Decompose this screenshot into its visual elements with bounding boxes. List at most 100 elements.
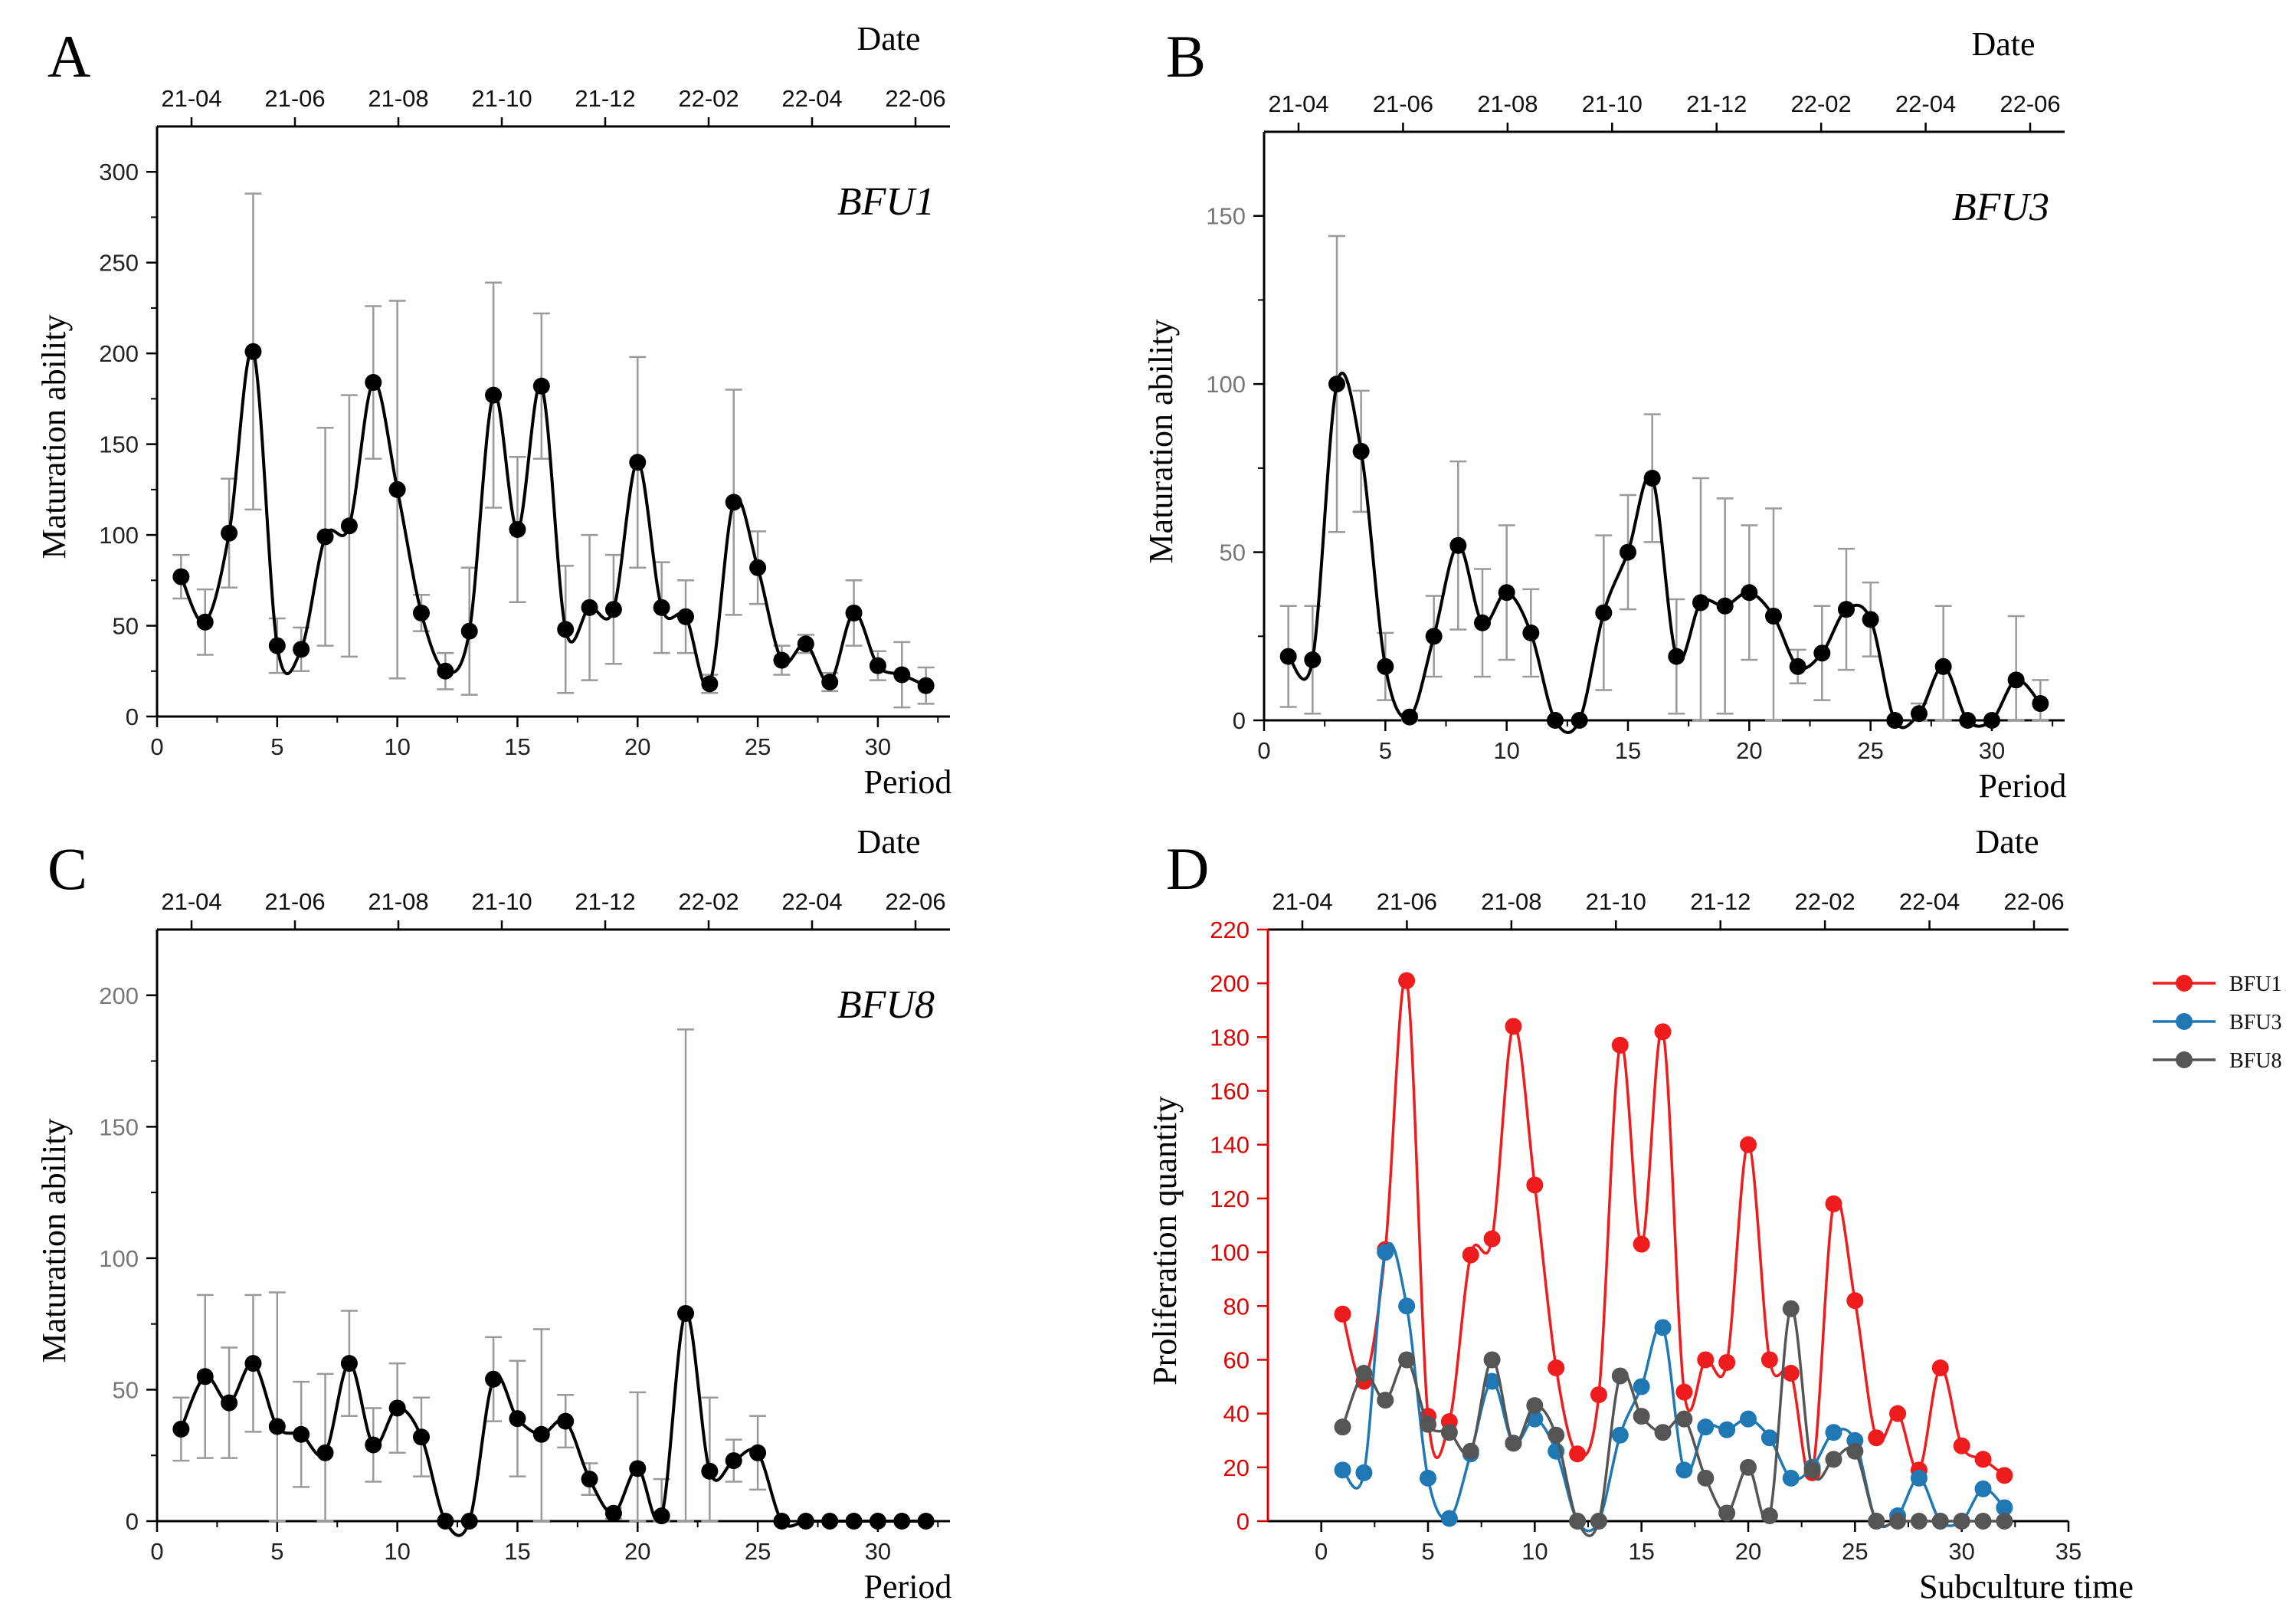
y-tick-label: 200 bbox=[99, 340, 139, 367]
data-point bbox=[413, 604, 430, 621]
series-line bbox=[179, 1311, 926, 1537]
y-tick-label: 200 bbox=[1210, 970, 1250, 997]
data-point bbox=[340, 1355, 358, 1372]
data-point bbox=[1611, 1426, 1629, 1444]
data-point bbox=[749, 559, 767, 576]
data-point bbox=[1401, 708, 1418, 726]
data-point bbox=[1611, 1036, 1629, 1054]
legend-label: BFU3 bbox=[2229, 1011, 2281, 1035]
data-point bbox=[221, 524, 238, 542]
legend-marker bbox=[2176, 975, 2193, 992]
data-point bbox=[1611, 1367, 1629, 1385]
data-point bbox=[1377, 1392, 1394, 1409]
y-tick-label: 120 bbox=[1210, 1185, 1250, 1212]
x-tick-label: 10 bbox=[384, 733, 410, 760]
top-axis-title: Date bbox=[856, 823, 920, 861]
data-point bbox=[1825, 1195, 1842, 1212]
data-point bbox=[1862, 611, 1879, 628]
y-tick-label: 50 bbox=[1220, 539, 1246, 566]
top-tick-label: 21-06 bbox=[264, 85, 325, 112]
data-point bbox=[1889, 1513, 1907, 1530]
data-point bbox=[1483, 1230, 1501, 1248]
data-point bbox=[1813, 644, 1831, 662]
data-point bbox=[1846, 1442, 1864, 1460]
data-point bbox=[1643, 470, 1661, 487]
data-point bbox=[869, 657, 886, 674]
top-tick-label: 21-12 bbox=[1686, 90, 1747, 117]
data-point bbox=[1595, 604, 1613, 621]
data-point bbox=[773, 1513, 791, 1530]
data-point bbox=[1498, 584, 1515, 602]
data-point bbox=[893, 666, 911, 684]
data-point bbox=[845, 1513, 863, 1530]
data-point bbox=[388, 1399, 406, 1417]
data-point bbox=[2032, 695, 2049, 713]
y-tick-label: 160 bbox=[1210, 1078, 1250, 1105]
data-point bbox=[532, 1425, 550, 1443]
data-point bbox=[1996, 1513, 2013, 1530]
top-tick-label: 22-06 bbox=[885, 85, 945, 112]
data-point bbox=[1440, 1510, 1458, 1527]
data-point bbox=[1974, 1451, 1992, 1468]
data-point bbox=[917, 677, 935, 694]
data-point bbox=[1996, 1499, 2013, 1517]
data-point bbox=[172, 568, 190, 585]
x-axis-label: Period bbox=[864, 1568, 952, 1605]
x-tick-label: 15 bbox=[504, 1538, 530, 1565]
y-tick-label: 0 bbox=[126, 1508, 139, 1535]
data-point bbox=[1718, 1421, 1736, 1438]
data-point bbox=[629, 454, 647, 471]
data-point bbox=[1279, 648, 1297, 665]
y-tick-label: 20 bbox=[1223, 1454, 1250, 1481]
y-tick-label: 0 bbox=[1233, 707, 1246, 734]
top-tick-label: 21-12 bbox=[1690, 888, 1751, 915]
data-point bbox=[1889, 1405, 1907, 1422]
data-point bbox=[1654, 1424, 1672, 1441]
data-point bbox=[557, 621, 575, 638]
y-tick-label: 150 bbox=[1206, 203, 1246, 230]
data-point bbox=[629, 1460, 647, 1477]
data-point bbox=[1654, 1319, 1672, 1336]
y-axis-label: Maturation ability bbox=[35, 315, 73, 559]
data-point bbox=[437, 662, 454, 680]
data-point bbox=[701, 1462, 719, 1480]
data-point bbox=[1449, 536, 1467, 554]
data-point bbox=[557, 1412, 575, 1430]
series-line bbox=[1287, 371, 2042, 734]
data-point bbox=[365, 374, 382, 392]
data-point bbox=[1334, 1418, 1351, 1436]
top-tick-label: 21-06 bbox=[1373, 90, 1433, 117]
data-point bbox=[1931, 1513, 1949, 1530]
data-point bbox=[1716, 597, 1734, 615]
x-tick-label: 0 bbox=[1257, 737, 1270, 764]
top-tick-label: 21-04 bbox=[1272, 888, 1332, 915]
x-tick-label: 30 bbox=[1948, 1538, 1974, 1565]
y-tick-label: 220 bbox=[1210, 917, 1250, 943]
data-point bbox=[581, 1471, 598, 1488]
x-tick-label: 30 bbox=[1979, 737, 2005, 764]
data-point bbox=[1953, 1437, 1970, 1454]
top-tick-label: 22-06 bbox=[2000, 90, 2060, 117]
x-tick-label: 25 bbox=[1857, 737, 1883, 764]
series-bfu3 bbox=[1334, 1241, 2013, 1533]
y-axis-label: Proliferation quantity bbox=[1146, 1096, 1184, 1386]
data-point bbox=[1803, 1461, 1821, 1479]
y-tick-label: 250 bbox=[99, 250, 139, 277]
legend-label: BFU1 bbox=[2229, 972, 2281, 996]
panel-letter: A bbox=[47, 23, 90, 90]
data-point bbox=[1675, 1410, 1693, 1428]
top-tick-label: 21-08 bbox=[368, 85, 428, 112]
x-tick-label: 5 bbox=[270, 733, 283, 760]
top-tick-label: 22-04 bbox=[781, 888, 842, 915]
data-point bbox=[1825, 1424, 1842, 1441]
data-point bbox=[1590, 1513, 1607, 1530]
data-point bbox=[365, 1436, 382, 1454]
top-tick-label: 22-02 bbox=[1794, 888, 1855, 915]
data-point bbox=[1886, 712, 1904, 729]
x-tick-label: 15 bbox=[1615, 737, 1641, 764]
x-tick-label: 5 bbox=[270, 1538, 283, 1565]
data-point bbox=[1522, 624, 1540, 641]
x-tick-label: 15 bbox=[504, 733, 530, 760]
x-tick-label: 10 bbox=[1521, 1538, 1548, 1565]
